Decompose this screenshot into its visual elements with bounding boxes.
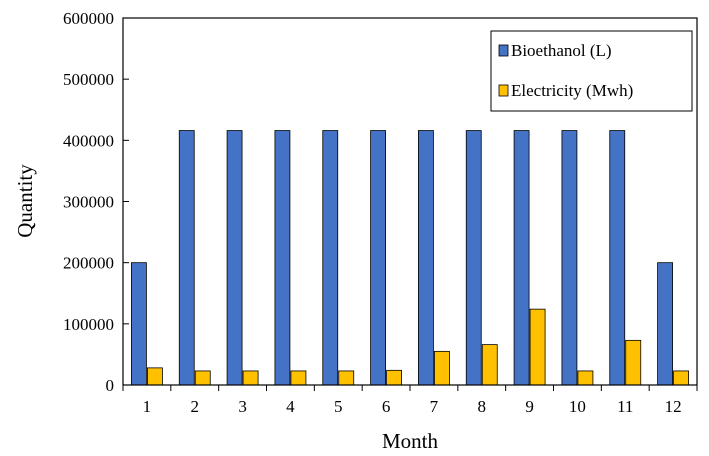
- bar-electricity-month-9: [529, 308, 546, 386]
- x-tick-label: 5: [334, 397, 343, 416]
- bar-bioethanol-month-1: [131, 262, 147, 386]
- bar-electricity-month-1: [147, 367, 163, 386]
- x-tick-label: 4: [286, 397, 295, 416]
- y-tick-label: 200000: [63, 254, 114, 273]
- y-axis: 0 100000 200000 300000 400000 500000 600000: [63, 9, 129, 395]
- bar-bioethanol-month-7: [418, 130, 434, 386]
- x-axis: 1 2 3 4 5 6 7 8 9 10 11 12: [122, 385, 698, 416]
- x-tick-label: 6: [382, 397, 391, 416]
- y-tick-label: 500000: [63, 70, 114, 89]
- bar-electricity-month-2: [194, 370, 211, 386]
- bar-bioethanol-month-12: [657, 262, 673, 386]
- bar-electricity-month-10: [577, 370, 594, 386]
- y-axis-label: Quantity: [13, 164, 37, 238]
- x-tick-label: 10: [569, 397, 586, 416]
- y-tick-label: 400000: [63, 131, 114, 150]
- legend-label-bioethanol: Bioethanol (L): [511, 41, 612, 60]
- bar-bioethanol-month-8: [465, 130, 482, 386]
- bar-electricity-month-3: [242, 370, 259, 386]
- bar-bioethanol-month-6: [370, 130, 386, 386]
- y-tick-label: 100000: [63, 315, 114, 334]
- bar-bioethanol-month-10: [561, 130, 578, 386]
- bar-electricity-month-7: [434, 350, 450, 386]
- bar-bioethanol-month-5: [322, 130, 339, 386]
- x-tick-label: 2: [191, 397, 200, 416]
- x-tick-label: 1: [143, 397, 152, 416]
- legend-swatch-bioethanol: [498, 44, 509, 57]
- legend-frame: [490, 30, 693, 112]
- x-axis-label: Month: [382, 429, 439, 453]
- bar-electricity-month-5: [338, 370, 355, 386]
- bar-bioethanol-month-9: [513, 130, 530, 386]
- legend-swatch-electricity: [498, 84, 509, 97]
- legend-label-electricity: Electricity (Mwh): [511, 81, 633, 100]
- y-tick-label: 0: [106, 376, 115, 395]
- bar-bioethanol-month-3: [226, 130, 243, 386]
- bar-electricity-month-11: [625, 339, 642, 386]
- bar-electricity-month-6: [386, 369, 402, 386]
- x-tick-label: 3: [238, 397, 247, 416]
- bar-bioethanol-month-2: [178, 130, 195, 386]
- x-tick-label: 7: [430, 397, 439, 416]
- bar-bioethanol-month-11: [609, 130, 626, 386]
- legend: Bioethanol (L) Electricity (Mwh): [490, 30, 693, 112]
- bars-group: [131, 130, 689, 386]
- bar-electricity-month-4: [290, 370, 307, 386]
- bar-electricity-month-12: [673, 370, 689, 386]
- x-tick-label: 12: [665, 397, 682, 416]
- x-tick-label: 9: [525, 397, 534, 416]
- bar-bioethanol-month-4: [274, 130, 291, 386]
- y-tick-label: 300000: [63, 193, 114, 212]
- x-tick-label: 11: [617, 397, 633, 416]
- y-tick-label: 600000: [63, 9, 114, 28]
- bar-electricity-month-8: [481, 344, 498, 386]
- x-tick-label: 8: [478, 397, 487, 416]
